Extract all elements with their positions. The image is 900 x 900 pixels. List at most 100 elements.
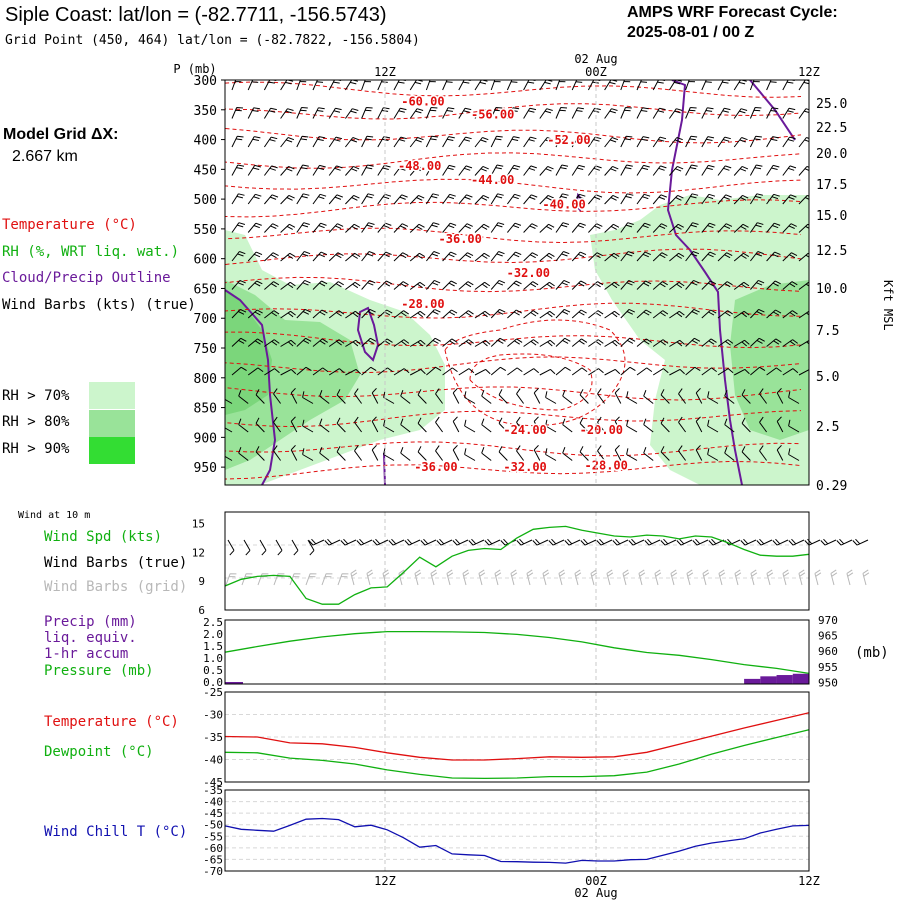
wind-barb [539,108,553,119]
surface-barb-grid [526,569,534,586]
grid-spacing-label: Model Grid ΔX: [3,126,119,143]
wind-barb [490,222,505,233]
wind-barb [588,339,604,347]
wind-barb [506,136,520,148]
wind-barb [588,165,602,176]
wind-barb [319,390,330,404]
wind-barb [643,447,654,461]
wind-barb [231,308,247,319]
wind-barb [685,193,699,205]
wind-barb [435,445,444,461]
wind-barb [247,251,263,262]
wind-barb [685,337,701,347]
isotherm-label: -60.00 [401,94,444,108]
wind-tick-label: 9 [198,575,205,588]
wind-barb [555,164,569,176]
wind-barb [361,135,374,148]
wind-barb [328,223,344,233]
wind-barb [733,108,748,119]
wind-barb [701,136,715,148]
wind-barb [345,339,361,347]
wind-barb [498,417,508,433]
precip-bars [225,673,809,684]
surface-barb-true [772,538,789,546]
wind-barb [724,447,735,461]
wind-barb [588,223,603,233]
wind-barb [312,80,325,91]
surface-barb-grid [366,569,374,586]
surface-barb-true [484,538,501,546]
surface-barb-grid [606,569,614,586]
isotherm-line [225,199,802,218]
wind-barb [312,338,328,347]
wind-barb [766,107,779,119]
wind-barb [442,193,456,205]
surface-barb-true [404,538,421,546]
wind-barb [312,193,327,205]
wind-barb [345,368,361,376]
wind-barb [377,136,391,148]
wind-barb [523,107,537,119]
surface-barb-true [692,538,709,546]
wind-barb [766,193,780,205]
wind-barb [588,194,603,205]
isotherm-label: -40.00 [542,197,585,211]
isotherm-line [225,227,802,244]
pressure-tick-label: 955 [818,661,838,674]
wind-barb [562,390,573,404]
wind-barb [393,223,409,233]
rh-shading [225,195,809,485]
windchill-tick-label: -35 [203,784,223,797]
wind-barb [263,80,277,91]
wind-barb [361,251,376,262]
pressure-tick-label: 850 [194,402,217,417]
wind-barb [614,444,622,461]
wind-barb [741,389,751,404]
wind-barb [717,223,733,233]
wind-barb [660,389,670,404]
wind-barb [724,390,735,404]
wind-barb [749,80,760,91]
wind-barb [782,194,797,205]
surface-barb-grid [734,569,742,586]
wind-barb [660,446,670,461]
pressure-tick-label: 600 [194,253,217,268]
wind-barb [788,391,800,404]
wind-barb [273,388,282,404]
wind-barb [231,251,246,262]
windchill-tick-label: -60 [203,842,223,855]
surface-barb-grid [542,569,550,586]
wind-barb [717,136,731,148]
wind-barb [425,80,436,91]
wind-barb [571,164,586,176]
pressure-axis-ticks: 2.52.01.51.00.50.0 970 965 960 955 950 [203,614,838,689]
isotherm-label: -36.00 [439,232,482,246]
wind-barb [660,417,670,433]
wind-barb [750,279,765,290]
top-tick-12z: 12Z [374,65,396,79]
surface-barb-true [372,538,389,546]
wind-barb [383,448,395,461]
surface-barb-true [324,538,341,546]
upper-air-wind-barbs [225,80,809,461]
surface-barb-grid [494,569,502,586]
pressure-tick-label: 900 [194,431,217,446]
wind-barb [798,339,809,347]
wind-barb [798,165,809,176]
wind-barb [620,279,635,290]
wind-barb [296,366,312,376]
wind-barb [733,165,749,176]
temp-tick-label: -35 [203,731,223,744]
wind-barb [273,445,282,461]
wind-barb [345,223,360,233]
height-tick-label: 2.5 [816,420,839,435]
wind-barb [707,448,719,461]
wind-barb [296,107,308,119]
surface-barb-true [436,538,453,546]
isotherm-label: -52.00 [547,133,590,147]
wind-barb [539,252,555,262]
wind-barb [458,223,473,233]
wind-barb [296,279,311,290]
wind-barb [354,388,363,404]
